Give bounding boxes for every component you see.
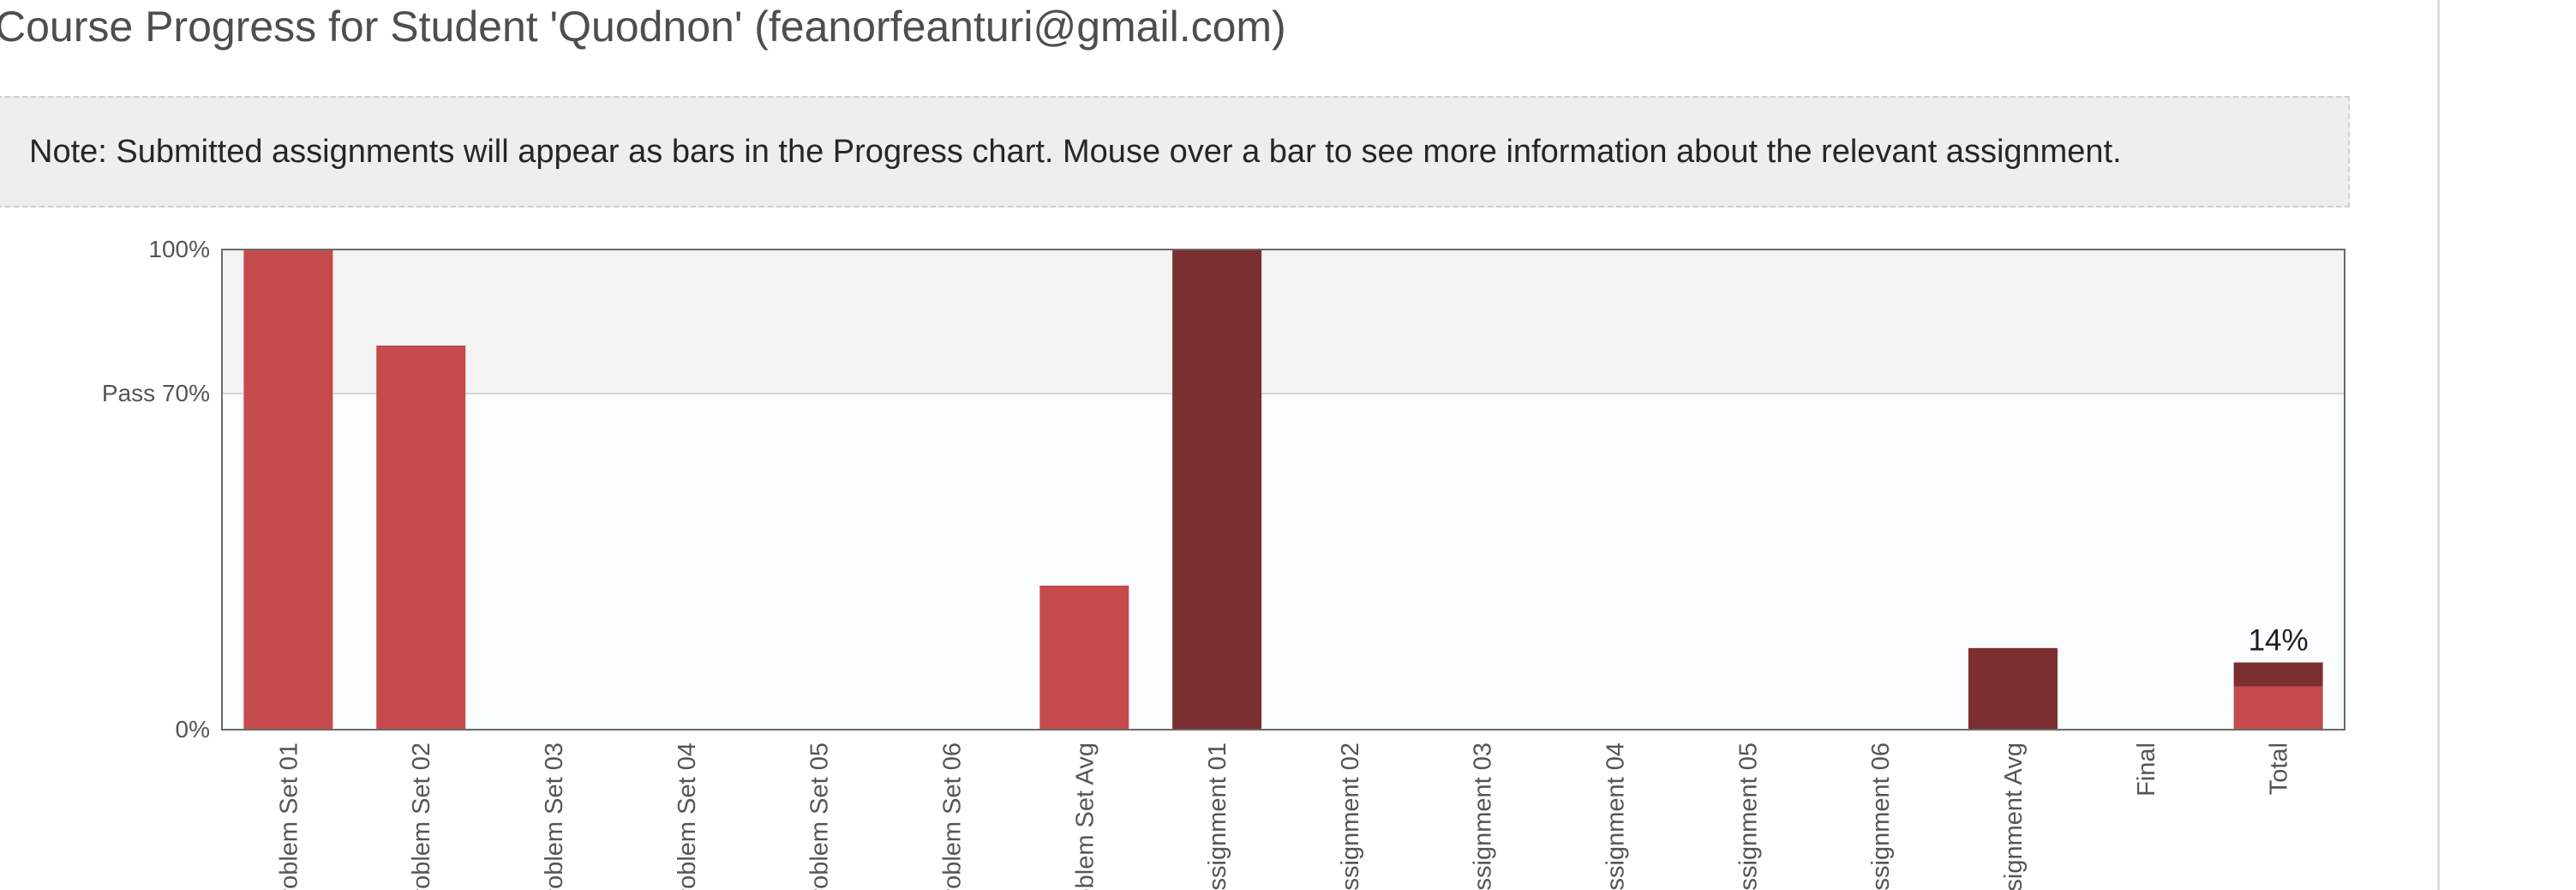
bar: [1039, 586, 1129, 730]
x-tick-label: Problem Set 01: [275, 743, 303, 890]
y-tick-label: 0%: [176, 716, 210, 743]
bar: [1968, 647, 2058, 730]
bar: [376, 346, 466, 730]
x-tick-label: Problem Set 05: [806, 743, 834, 890]
x-tick-label: Assignment 05: [1734, 743, 1762, 890]
x-tick-label: Total: [2266, 743, 2293, 795]
x-tick-label: Assignment 04: [1603, 743, 1630, 890]
total-data-label: 14%: [2249, 624, 2309, 658]
x-tick-label: Assignment 03: [1470, 743, 1497, 890]
x-tick-label: Problem Set 02: [408, 743, 435, 890]
x-tick-label: Assignment 06: [1867, 743, 1895, 890]
x-tick-label: Final: [2133, 743, 2160, 797]
note-text: Note: Submitted assignments will appear …: [29, 134, 2122, 170]
page-title: Course Progress for Student 'Quodnon' (f…: [0, 3, 1286, 51]
bar: [2233, 662, 2323, 687]
bar: [243, 250, 333, 730]
y-tick-label: Pass 70%: [102, 380, 210, 406]
pass-zone-band: [222, 250, 2345, 394]
x-tick-label: Assignment Avg: [2000, 743, 2028, 890]
x-tick-label: Problem Set 04: [674, 743, 701, 890]
y-tick-label: 100%: [148, 236, 210, 262]
x-tick-label: Problem Set 03: [541, 743, 568, 890]
bar: [2233, 686, 2323, 730]
plot-frame: [221, 249, 2345, 731]
x-tick-label: Problem Set Avg: [1071, 743, 1099, 890]
x-tick-label: Problem Set 06: [938, 743, 966, 890]
page-right-border: [2437, 0, 2440, 890]
x-tick-label: Assignment 02: [1337, 743, 1364, 890]
bar: [1172, 250, 1262, 730]
x-tick-label: Assignment 01: [1204, 743, 1231, 890]
note-box: Note: Submitted assignments will appear …: [0, 96, 2350, 207]
